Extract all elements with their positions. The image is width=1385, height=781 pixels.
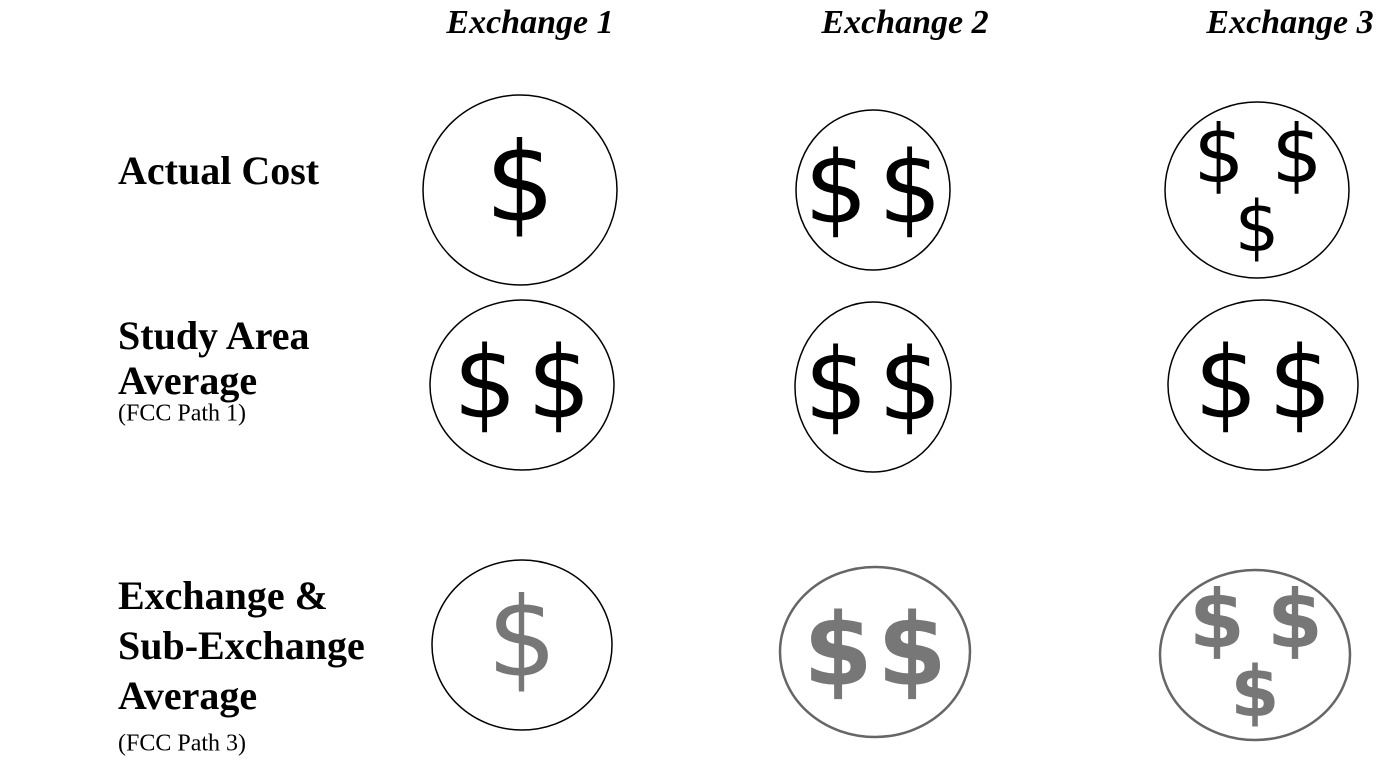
dollar-sign: $ <box>878 326 942 443</box>
dollar-sign: $ <box>1189 573 1245 666</box>
dollar-sign: $ <box>1231 651 1280 733</box>
row-label: Actual Cost <box>118 148 320 193</box>
row-label: Sub-Exchange <box>118 623 365 668</box>
dollar-sign: $ <box>878 129 942 246</box>
row-note: (FCC Path 1) <box>118 401 246 427</box>
cost-circle <box>1167 299 1359 471</box>
dollar-sign: $ <box>804 129 868 246</box>
dollar-sign: $ <box>1194 324 1258 441</box>
row-label: Study Area <box>118 313 310 358</box>
dollar-sign: $ <box>487 573 557 701</box>
dollar-sign: $ <box>527 324 591 441</box>
dollar-sign: $ <box>485 118 555 246</box>
dollar-sign: $ <box>804 326 868 443</box>
cost-circle <box>422 94 618 286</box>
dollar-sign: $ <box>877 591 947 708</box>
cost-circle <box>1158 568 1352 742</box>
cost-circle <box>778 565 972 739</box>
dollar-sign: $ <box>453 324 517 441</box>
dollar-sign: $ <box>803 591 873 708</box>
dollar-sign: $ <box>1267 573 1323 666</box>
dollar-sign: $ <box>1268 324 1332 441</box>
cost-circle <box>795 109 951 271</box>
dollar-sign: $ <box>1235 186 1280 268</box>
cost-circle <box>429 299 615 471</box>
column-header: Exchange 3 <box>1205 4 1373 41</box>
column-header: Exchange 1 <box>445 4 613 41</box>
cost-circle <box>1164 101 1350 279</box>
cost-circle <box>794 301 952 473</box>
cost-circle <box>431 559 613 731</box>
column-header: Exchange 2 <box>820 4 988 41</box>
row-note: (FCC Path 3) <box>118 731 246 757</box>
dollar-sign: $ <box>1194 108 1245 201</box>
dollar-sign: $ <box>1272 108 1323 201</box>
row-label: Exchange & <box>118 573 328 618</box>
row-label: Average <box>118 673 257 718</box>
row-label: Average <box>118 358 257 403</box>
